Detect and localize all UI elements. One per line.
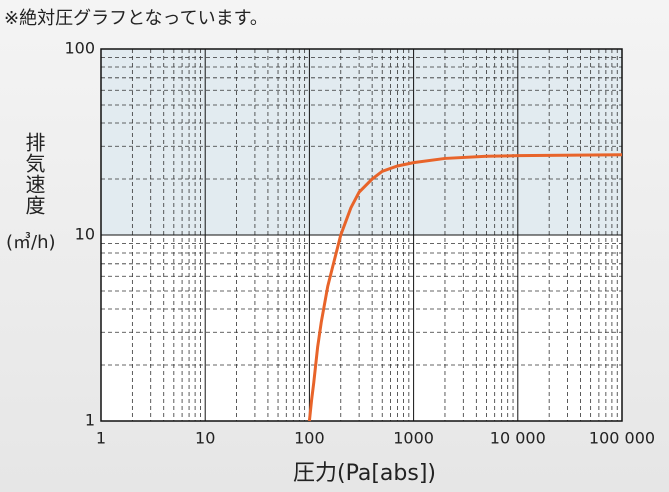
plot-border <box>100 48 623 422</box>
y-axis-label: 排気速度 <box>22 132 46 216</box>
band <box>101 49 622 235</box>
line <box>307 153 623 422</box>
y-tick-label: 100 <box>64 39 95 58</box>
x-axis-label: 圧力(Pa[abs]) <box>292 461 436 486</box>
x-tick-label: 10 <box>195 429 215 448</box>
x-tick-label: 100 <box>294 429 325 448</box>
note: ※絶対圧グラフとなっています。 <box>4 8 268 29</box>
y-axis-unit: (㎥/h) <box>6 232 56 253</box>
y-tick-label: 1 <box>85 411 95 430</box>
x-tick-label: 1 <box>96 429 106 448</box>
x-tick-label: 100 000 <box>589 429 655 448</box>
y-tick-label: 10 <box>75 225 95 244</box>
x-tick-label: 10 000 <box>490 429 546 448</box>
x-tick-label: 1000 <box>393 429 434 448</box>
chart: 1 10 100 1000 10 000 100 000 1 10 100 <box>64 39 655 448</box>
